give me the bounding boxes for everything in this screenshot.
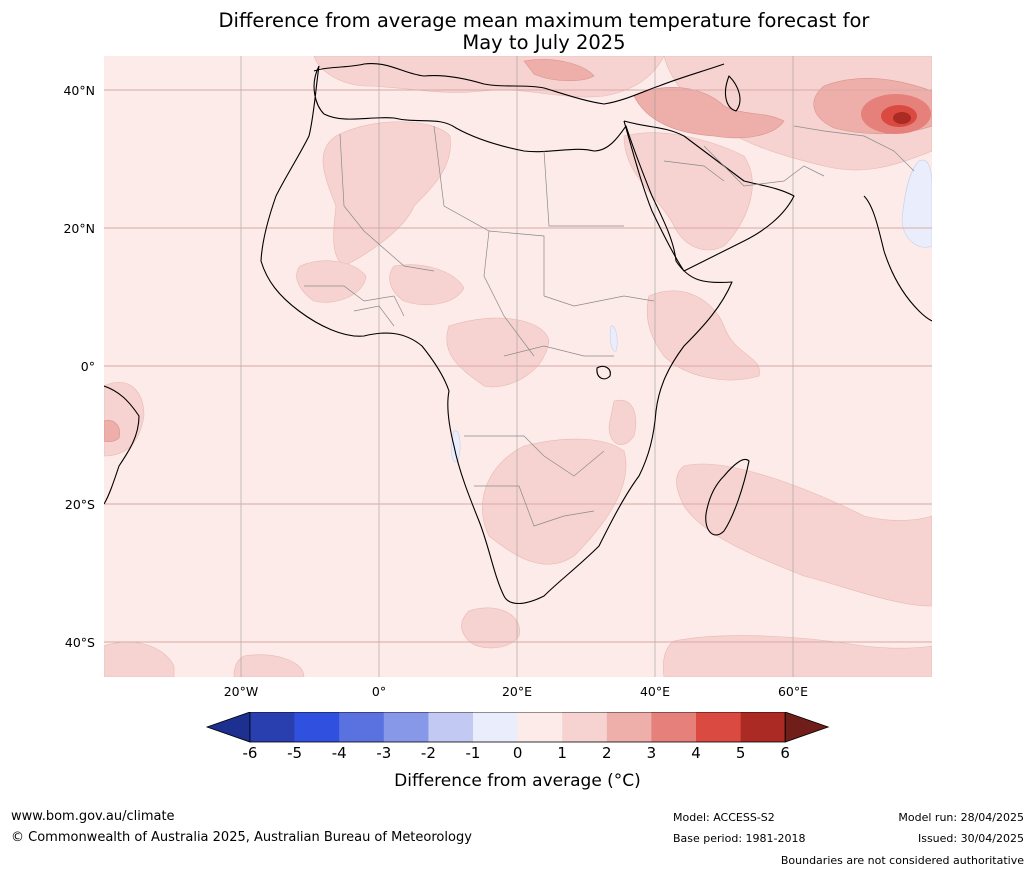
negative-anomaly-areas	[451, 159, 932, 463]
colorbar-tick-label: -1	[465, 744, 481, 762]
colorbar-cell	[294, 712, 340, 742]
madagascar-coastline	[705, 458, 750, 536]
boundary-line	[703, 145, 825, 187]
footer-url[interactable]: www.bom.gov.au/climate	[11, 809, 175, 824]
africa-coastline	[260, 65, 733, 605]
colorbar-tick-label: -4	[331, 744, 347, 762]
india-coastline	[863, 195, 932, 322]
colorbar-cell	[740, 712, 786, 742]
boundary-line	[339, 133, 435, 272]
footer-issued: Issued: 30/04/2025	[917, 832, 1024, 845]
lat-label-40n: 40°N	[63, 83, 95, 98]
colorbar-cell	[383, 712, 429, 742]
title-line-2: May to July 2025	[462, 31, 626, 54]
caspian-coastline	[724, 75, 741, 112]
anomaly-5-to-6-area	[893, 112, 911, 124]
anomaly-hotspot	[861, 94, 931, 134]
boundary-line	[483, 230, 535, 357]
lon-label-60e: 60°E	[777, 684, 809, 699]
colorbar-extend-max	[784, 712, 830, 743]
colorbar-tick-label: -3	[376, 744, 392, 762]
boundary-line	[503, 345, 614, 357]
lon-label-0: 0°	[371, 684, 387, 699]
forecast-map	[104, 56, 932, 677]
colorbar-outline	[249, 712, 786, 743]
arabia-coastline	[623, 120, 795, 272]
coastlines	[104, 63, 932, 605]
colorbar-tick-label: 0	[512, 744, 523, 762]
colorbar-cell	[606, 712, 652, 742]
boundary-line	[793, 125, 915, 172]
boundary-line	[304, 285, 405, 317]
boundary-line	[353, 305, 395, 327]
colorbar	[205, 712, 830, 743]
colorbar-cell	[651, 712, 697, 742]
country-boundaries	[304, 125, 915, 527]
colorbar-cell	[562, 712, 608, 742]
colorbar-tick-label: -2	[420, 744, 436, 762]
title-line-1: Difference from average mean maximum tem…	[218, 9, 870, 32]
lat-label-0: 0°	[80, 359, 95, 374]
colorbar-cell	[517, 712, 563, 742]
footer-model: Model: ACCESS-S2	[673, 811, 775, 824]
footer-disclaimer: Boundaries are not considered authoritat…	[780, 854, 1024, 867]
colorbar-tick-label: 2	[602, 744, 612, 762]
colorbar-extend-min	[205, 712, 251, 743]
boundary-line	[464, 435, 605, 477]
colorbar-tick-label: -5	[287, 744, 303, 762]
lon-label-20w: 20°W	[223, 684, 259, 699]
colorbar-cell	[339, 712, 385, 742]
colorbar-tick-label: 5	[735, 744, 746, 762]
colorbar-cells	[205, 712, 830, 743]
footer-copyright: © Commonwealth of Australia 2025, Austra…	[11, 830, 472, 845]
chart-title: Difference from average mean maximum tem…	[0, 10, 1035, 54]
europe-coastline	[313, 63, 725, 105]
boundary-line	[663, 160, 725, 182]
colorbar-tick-label: 6	[780, 744, 790, 762]
graticule	[240, 56, 794, 677]
lake-victoria-coastline	[596, 365, 611, 380]
colorbar-tick-label: 4	[691, 744, 701, 762]
colorbar-cell	[428, 712, 474, 742]
colorbar-cell	[696, 712, 741, 742]
south-america-coastline	[104, 385, 140, 505]
boundary-line	[543, 295, 655, 307]
boundary-line	[543, 150, 624, 227]
boundary-line	[474, 485, 595, 527]
colorbar-cell	[250, 712, 295, 742]
lon-label-20e: 20°E	[501, 684, 533, 699]
footer-model-run: Model run: 28/04/2025	[898, 811, 1024, 824]
colorbar-cell	[473, 712, 518, 742]
footer-base-period: Base period: 1981-2018	[673, 832, 806, 845]
lat-label-20n: 20°N	[63, 221, 95, 236]
colorbar-label: Difference from average (°C)	[394, 771, 641, 791]
colorbar-tick-label: 1	[557, 744, 567, 762]
map-canvas	[104, 56, 932, 677]
parallels	[104, 89, 932, 643]
lon-label-40e: 40°E	[639, 684, 671, 699]
colorbar-tick-label: 3	[646, 744, 657, 762]
lat-label-20s: 20°S	[64, 497, 95, 512]
colorbar-tick-label: -6	[242, 744, 258, 762]
lat-label-40s: 40°S	[64, 635, 95, 650]
